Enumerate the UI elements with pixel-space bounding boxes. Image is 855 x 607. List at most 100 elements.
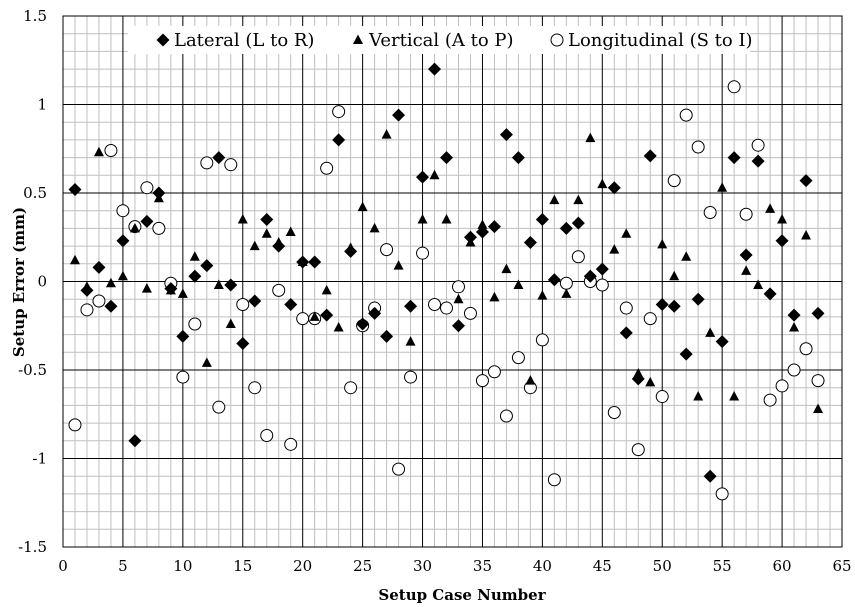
triangle-point	[105, 277, 116, 288]
triangle-point	[753, 279, 764, 290]
triangle-point	[813, 403, 824, 413]
circle-point	[535, 333, 549, 347]
x-tick-label: 25	[353, 557, 372, 575]
diamond-point	[416, 170, 430, 184]
circle-point	[296, 312, 310, 326]
diamond-point	[619, 326, 633, 340]
triangle-point	[561, 288, 572, 298]
diamond-point	[356, 317, 370, 331]
circle-point	[607, 405, 621, 419]
diamond-point	[727, 151, 741, 165]
legend-label: Lateral (L to R)	[174, 30, 314, 51]
diamond-point	[691, 292, 705, 306]
x-tick-label: 50	[653, 557, 672, 575]
circle-point	[392, 462, 406, 476]
triangle-point	[129, 222, 140, 233]
circle-point	[559, 276, 573, 290]
triangle-point	[117, 270, 128, 281]
x-tick-label: 35	[473, 557, 492, 575]
x-tick-label: 65	[832, 557, 851, 575]
x-tick-label: 55	[713, 557, 732, 575]
diamond-point	[607, 181, 621, 195]
x-axis-title: Setup Case Number	[378, 586, 546, 604]
circle-point	[404, 370, 418, 384]
legend-background	[128, 26, 750, 54]
triangle-point	[741, 265, 752, 275]
legend-label: Longitudinal (S to I)	[568, 30, 753, 51]
circle-point	[224, 158, 238, 172]
circle-point	[643, 312, 657, 326]
plot-area-border	[62, 15, 843, 548]
triangle-point	[705, 327, 716, 337]
diamond-point	[451, 319, 465, 333]
diamond-point	[440, 151, 454, 165]
triangle-point	[369, 222, 380, 233]
triangle-point	[729, 391, 740, 401]
triangle-point	[321, 284, 332, 295]
diamond-point	[463, 230, 477, 244]
circle-point	[511, 351, 525, 365]
circle-point	[571, 250, 585, 264]
triangle-point	[225, 318, 236, 328]
circle-point	[320, 161, 334, 175]
x-axis-tick-labels: 0 5 10 15 20 25 30 35 40 45 50 55 60 65	[58, 557, 851, 575]
triangle-point	[549, 194, 560, 205]
legend-label: Vertical (A to P)	[368, 30, 514, 51]
diamond-point	[643, 149, 657, 163]
diamond-point	[332, 133, 346, 147]
diamond-point	[176, 329, 190, 343]
circle-point	[104, 144, 118, 158]
legend-item: Lateral (L to R)	[156, 30, 314, 51]
data-markers	[68, 62, 825, 501]
x-tick-label: 0	[58, 557, 68, 575]
triangle-point	[237, 214, 248, 224]
triangle-point	[621, 228, 632, 238]
x-tick-label: 10	[173, 557, 192, 575]
diamond-point	[751, 154, 765, 168]
diamond-point	[164, 282, 178, 296]
diamond-point	[571, 216, 585, 230]
diamond-point	[667, 299, 681, 313]
triangle-point	[501, 263, 512, 274]
circle-point	[428, 298, 442, 312]
circle-point	[727, 80, 741, 94]
circle-point	[799, 342, 813, 356]
legend-item: Longitudinal (S to I)	[550, 30, 753, 51]
diamond-point	[104, 299, 118, 313]
series-diamond	[68, 62, 825, 483]
diamond-point	[787, 308, 801, 322]
triangle-point	[333, 322, 344, 332]
circle-point	[703, 205, 717, 219]
diamond-point	[499, 128, 513, 142]
circle-point	[68, 418, 82, 432]
diamond-point	[811, 306, 825, 320]
x-tick-label: 20	[293, 557, 312, 575]
triangle-point	[249, 240, 260, 251]
diamond-point	[679, 347, 693, 361]
triangle-point	[525, 375, 536, 385]
circle-point	[739, 207, 753, 221]
diamond-point	[655, 298, 669, 312]
y-tick-label: 1.5	[23, 7, 47, 25]
circle-point	[499, 409, 513, 423]
x-tick-label: 40	[533, 557, 552, 575]
diamond-point	[284, 298, 298, 312]
circle-point	[236, 298, 250, 312]
y-tick-label: 0.5	[23, 184, 47, 202]
y-tick-label: 0	[37, 273, 47, 291]
diamond-point	[248, 294, 262, 308]
diamond-point	[368, 306, 382, 320]
circle-point	[475, 374, 489, 388]
x-tick-label: 60	[773, 557, 792, 575]
circle-point	[763, 393, 777, 407]
diamond-point	[152, 186, 166, 200]
circle-point	[200, 156, 214, 170]
triangle-point	[357, 201, 368, 212]
circle-point	[440, 301, 454, 315]
circle-point	[92, 294, 106, 308]
circle-point	[344, 381, 358, 395]
diamond-point	[547, 273, 561, 287]
diamond-point	[559, 221, 573, 235]
diamond-point	[116, 234, 130, 248]
diamond-point	[404, 299, 418, 313]
